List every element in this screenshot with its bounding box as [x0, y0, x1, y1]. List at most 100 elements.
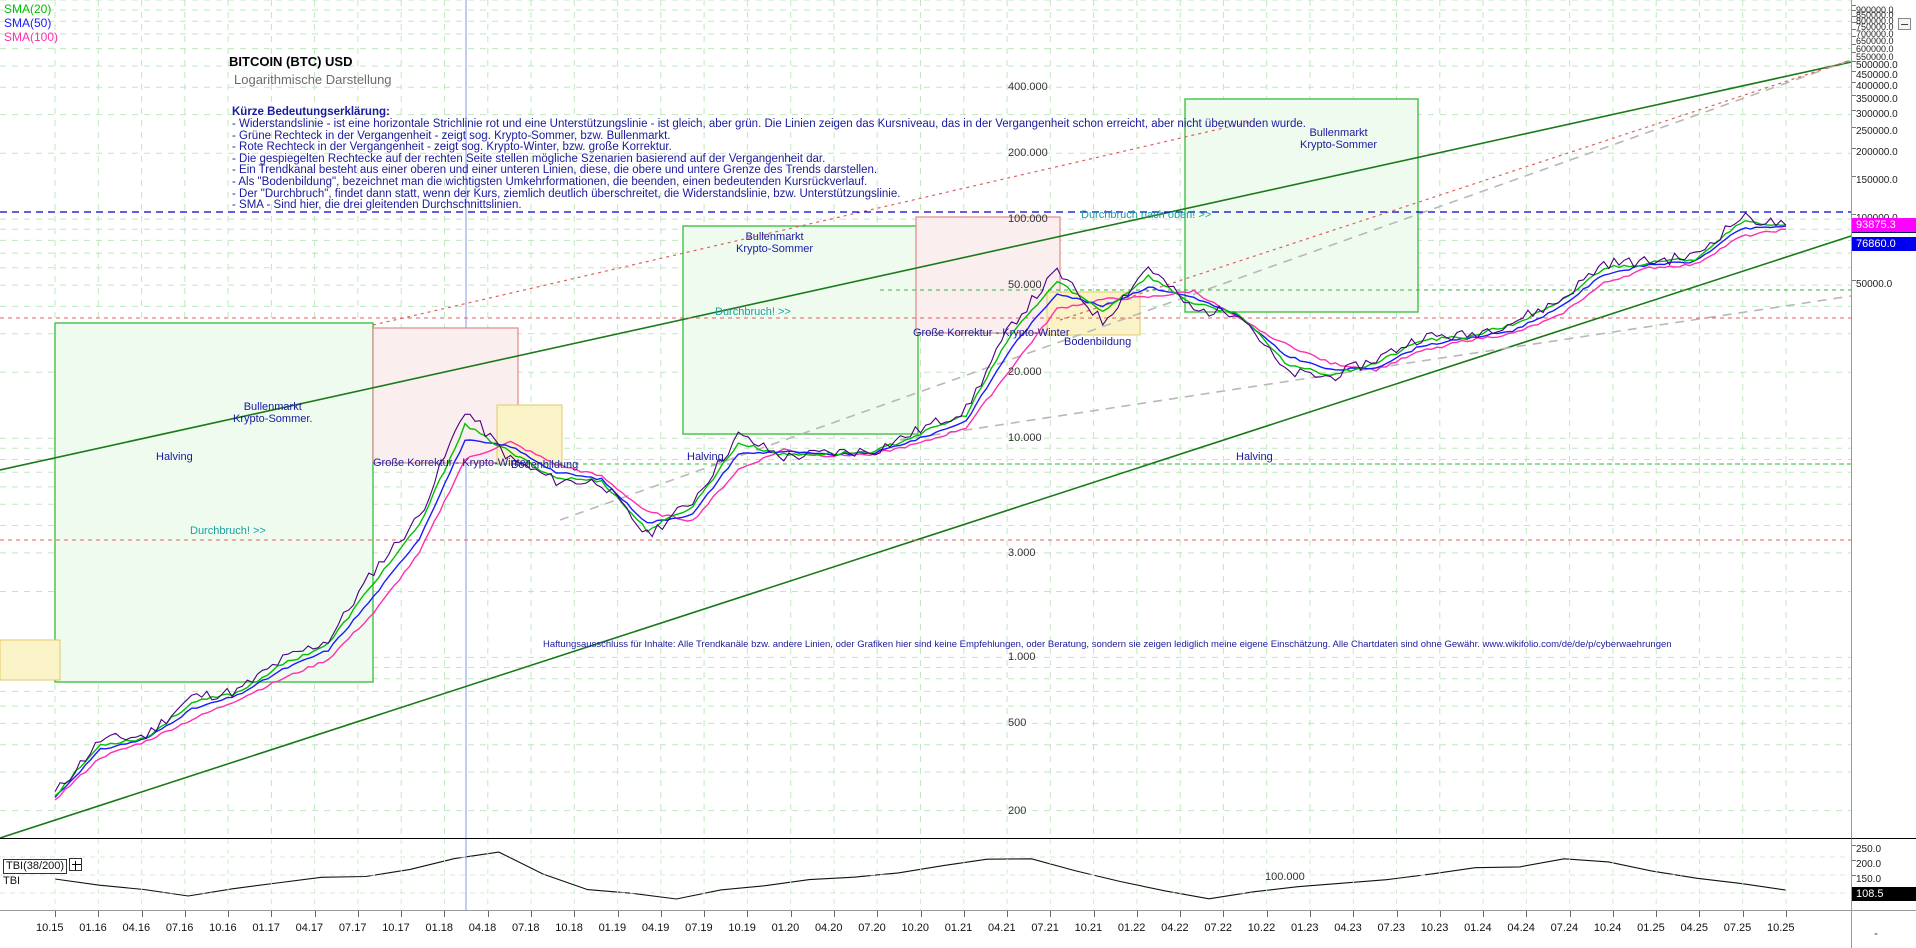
legend-sma50[interactable]: SMA(50): [4, 16, 52, 30]
tick-mark: [1852, 22, 1856, 24]
time-axis-separator: [790, 911, 792, 917]
inner-price-label: 3.000: [1008, 546, 1036, 559]
time-axis-label: 10.24: [1593, 922, 1622, 934]
tick-mark: [1852, 175, 1856, 177]
indicator-inner-label: 100.000: [1265, 871, 1305, 883]
price-axis-tick: 800000.0: [1852, 16, 1894, 26]
time-axis-separator: [1483, 911, 1485, 917]
time-axis-label: 07.22: [1204, 922, 1232, 934]
time-axis-separator: [1396, 911, 1398, 917]
explanation-lines: - Widerstandslinie - ist eine horizontal…: [232, 118, 1306, 212]
indicator-axis-tick: 250.0: [1852, 845, 1881, 855]
time-axis-separator: [1699, 911, 1701, 917]
corner-dash-icon: -: [1874, 926, 1878, 940]
inner-price-label: 400.000: [1008, 81, 1048, 94]
time-axis-separator: [98, 911, 100, 917]
price-axis-tick: 150000.0: [1852, 175, 1898, 186]
annotation-halving-3: Halving: [1236, 451, 1273, 463]
explanation-line-6: - Als "Bodenbildung", bezeichnet man die…: [232, 175, 868, 188]
tick-mark: [1852, 875, 1856, 876]
price-chart-plot-area[interactable]: [0, 0, 1851, 838]
annotation-line: Bullenmarkt: [243, 401, 302, 413]
indicator-value-badge[interactable]: 108.5: [1852, 887, 1916, 901]
time-axis[interactable]: 10.15 01.16 04.16 07.16 10.16 01.17 04.17 07.17…: [0, 910, 1851, 948]
tick-mark: [1852, 16, 1856, 18]
tick-mark: [1852, 43, 1856, 45]
legend-sma100[interactable]: SMA(100): [4, 30, 59, 44]
explanation-line-2: - Grüne Rechteck in der Vergangenheit - …: [232, 129, 671, 142]
annotation-durchbruch-3: Durchbruch nach oben! >>: [1081, 209, 1211, 221]
tick-mark: [1852, 280, 1856, 282]
time-axis-label: 07.19: [685, 922, 713, 934]
time-axis-separator: [747, 911, 749, 917]
time-axis-separator: [1093, 911, 1095, 917]
time-axis-label: 01.21: [944, 922, 973, 934]
last-price-badge[interactable]: 93875.3: [1852, 218, 1916, 233]
time-axis-label: 10.23: [1420, 922, 1449, 934]
time-axis-label: 07.21: [1031, 922, 1059, 934]
indicator-axis-tick: 150.0: [1852, 875, 1881, 885]
annotation-line: Bodenbildung: [1064, 336, 1132, 348]
expand-icon[interactable]: [69, 858, 83, 871]
price-axis-tick: 850000.0: [1852, 10, 1894, 20]
price-axis-tick: 400000.0: [1852, 82, 1898, 92]
time-axis-label: 07.17: [338, 922, 367, 934]
time-axis-separator: [141, 911, 143, 917]
price-axis-tick: 900000.0: [1852, 5, 1894, 15]
time-axis-separator: [963, 911, 965, 917]
time-axis-separator: [833, 911, 835, 917]
time-axis-separator: [1180, 911, 1182, 917]
axis-corner: -: [1851, 910, 1916, 948]
indicator-axis-tick: 200.0: [1852, 860, 1881, 870]
time-axis-separator: [920, 911, 922, 917]
inner-price-label: 500: [1008, 717, 1027, 730]
price-axis-tick: 50000.0: [1852, 280, 1892, 290]
annotation-line: Bullenmarkt: [745, 231, 804, 243]
alert-price-badge[interactable]: 76860.0: [1852, 237, 1916, 252]
time-axis-separator: [314, 911, 316, 917]
annotation-line: Halving: [687, 451, 724, 463]
annotation-line: Bullenmarkt: [1309, 127, 1368, 139]
annotation-line: Durchbruch! >>: [190, 525, 266, 537]
price-axis-tick: 450000.0: [1852, 70, 1898, 81]
tick-mark: [1852, 109, 1856, 111]
legend-sma20[interactable]: SMA(20): [4, 2, 52, 16]
time-axis-label: 10.25: [1767, 922, 1795, 934]
tick-mark: [1852, 60, 1856, 62]
time-axis-separator: [1526, 911, 1528, 917]
sma-legend: SMA(20) SMA(50) SMA(100): [4, 2, 58, 44]
tick-mark: [1852, 82, 1856, 84]
explanation-heading: Kürze Bedeutungserklärung:: [232, 106, 390, 118]
time-axis-separator: [1742, 911, 1744, 917]
price-axis-tick: 650000.0: [1852, 35, 1894, 46]
time-axis-label: 07.23: [1377, 922, 1406, 934]
indicator-axis[interactable]: 250.0 200.0 150.0 108.5: [1851, 838, 1916, 910]
tbi-indicator-panel[interactable]: [0, 838, 1851, 910]
time-axis-label: 01.18: [425, 922, 453, 934]
collapse-axis-icon[interactable]: [1898, 18, 1911, 30]
price-axis-tick: 350000.0: [1852, 94, 1898, 105]
tick-mark: [1852, 70, 1856, 72]
tbi-indicator-sublabel: TBI: [3, 875, 21, 887]
annotation-bullenmarkt-1: Bullenmarkt Krypto-Sommer.: [233, 401, 312, 425]
annotation-durchbruch-1: Durchbruch! >>: [190, 525, 266, 537]
time-axis-label: 04.17: [295, 922, 324, 934]
time-axis-separator: [1136, 911, 1138, 917]
time-axis-separator: [1007, 911, 1009, 917]
page-title: BITCOIN (BTC) USD: [229, 54, 353, 69]
price-axis-tick: 200000.0: [1852, 148, 1898, 158]
annotation-line: Bodenbildung: [511, 459, 579, 471]
annotation-halving-1: Halving: [156, 451, 193, 463]
explanation-line-3: - Rote Rechteck in der Vergangenheit - z…: [232, 141, 672, 154]
time-axis-separator: [55, 911, 56, 917]
time-axis-separator: [660, 911, 662, 917]
time-axis-label: 10.16: [209, 922, 237, 934]
tick-mark: [1852, 94, 1856, 96]
price-axis[interactable]: 900000.0 850000.0 800000.0 750000.0 700000.0…: [1851, 0, 1916, 838]
chart-series-layer: [0, 59, 1851, 838]
annotation-line: Halving: [156, 451, 193, 463]
price-axis-tick: 550000.0: [1852, 51, 1894, 62]
annotation-grosse-korrektur-2: Große Korrektur - Krypto-Winter: [913, 327, 1069, 339]
tbi-indicator-name[interactable]: TBI(38/200): [3, 859, 68, 874]
price-axis-tick: 700000.0: [1852, 28, 1894, 39]
